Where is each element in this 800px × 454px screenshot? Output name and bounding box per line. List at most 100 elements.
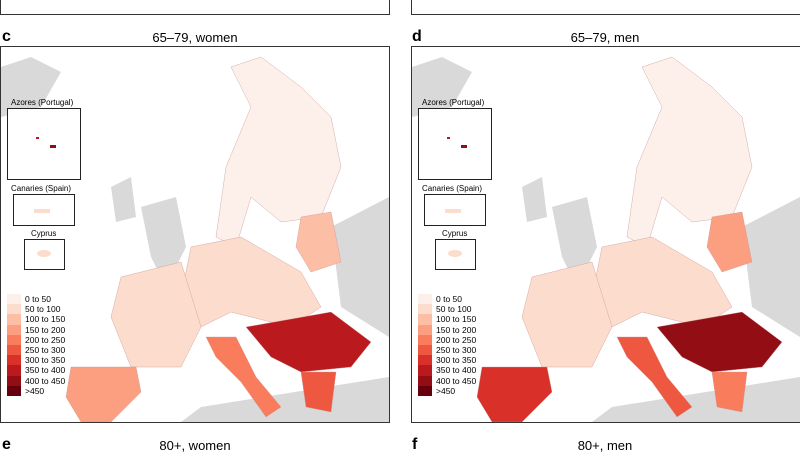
map-panel-c: Azores (Portugal) Canaries (Spain) Cypru… xyxy=(0,46,390,423)
legend-swatch xyxy=(7,294,21,305)
legend-item: 50 to 100 xyxy=(7,304,65,315)
legend-label: 350 to 400 xyxy=(436,365,477,376)
region-france xyxy=(521,261,613,368)
legend-item: 300 to 350 xyxy=(418,355,477,366)
legend-item: 250 to 300 xyxy=(418,344,477,356)
legend-item: 350 to 400 xyxy=(7,365,66,376)
legend-label: 50 to 100 xyxy=(25,304,61,315)
legend: 0 to 50 50 to 100 100 to 150 150 to 200 200 … xyxy=(418,294,476,396)
legend-item: 350 to 400 xyxy=(418,365,477,376)
legend-label: 400 to 450 xyxy=(25,375,66,386)
legend-item: 200 to 250 xyxy=(418,334,477,345)
region-baltic xyxy=(295,211,342,273)
legend-item: 250 to 300 xyxy=(7,344,66,356)
legend-label: 100 to 150 xyxy=(436,314,477,325)
inset-canaries xyxy=(13,194,75,226)
legend-swatch xyxy=(7,304,21,315)
legend-item: 50 to 100 xyxy=(418,304,476,315)
inset-label-canaries: Canaries (Spain) xyxy=(422,184,483,193)
legend-label: 0 to 50 xyxy=(436,294,462,305)
legend-swatch xyxy=(7,365,21,376)
legend-swatch xyxy=(418,304,432,315)
panel-title-d: 65–79, men xyxy=(570,30,640,45)
panel-b-bottom-edge xyxy=(411,0,800,15)
legend-label: 250 to 300 xyxy=(25,345,66,356)
legend-label: 400 to 450 xyxy=(436,375,477,386)
non-eu-land xyxy=(412,57,800,422)
legend-swatch xyxy=(418,324,432,335)
europe-map xyxy=(412,56,800,422)
region-italy xyxy=(616,336,693,418)
legend-swatch xyxy=(7,375,21,386)
legend-item: >450 xyxy=(418,385,476,396)
panel-letter-d: d xyxy=(412,28,422,45)
legend-item: >450 xyxy=(7,385,65,396)
legend: 0 to 50 50 to 100 100 to 150 150 to 200 200 … xyxy=(7,294,65,396)
legend-label: 200 to 250 xyxy=(436,334,477,345)
legend-label: 150 to 200 xyxy=(436,324,477,335)
map-panel-d: Azores (Portugal) Canaries (Spain) Cypru… xyxy=(411,46,800,423)
inset-label-azores: Azores (Portugal) xyxy=(11,98,74,107)
region-greece xyxy=(711,371,748,413)
panel-title-f: 80+, men xyxy=(577,438,633,453)
region-iberia xyxy=(476,366,553,422)
legend-label: 200 to 250 xyxy=(25,334,66,345)
legend-label: 250 to 300 xyxy=(436,345,477,356)
legend-swatch xyxy=(418,334,432,345)
inset-azores xyxy=(418,108,492,180)
inset-azores xyxy=(7,108,81,180)
region-iberia xyxy=(65,366,142,422)
legend-swatch xyxy=(7,344,21,356)
legend-item: 0 to 50 xyxy=(7,294,65,305)
legend-label: 0 to 50 xyxy=(25,294,51,305)
region-balkans xyxy=(245,311,372,373)
inset-label-canaries: Canaries (Spain) xyxy=(11,184,72,193)
legend-swatch xyxy=(418,375,432,386)
panel-a-bottom-edge xyxy=(0,0,390,15)
legend-item: 400 to 450 xyxy=(7,375,66,386)
region-italy xyxy=(205,336,282,418)
legend-label: 150 to 200 xyxy=(25,324,66,335)
inset-label-azores: Azores (Portugal) xyxy=(422,98,485,107)
panel-letter-c: c xyxy=(2,28,11,45)
legend-swatch xyxy=(418,294,432,305)
inset-canaries xyxy=(424,194,486,226)
legend-item: 200 to 250 xyxy=(7,334,66,345)
inset-cyprus xyxy=(435,239,476,270)
legend-item: 0 to 50 xyxy=(418,294,476,305)
legend-label: 350 to 400 xyxy=(25,365,66,376)
legend-label: >450 xyxy=(436,385,456,396)
region-nordic xyxy=(215,56,342,248)
legend-item: 300 to 350 xyxy=(7,355,66,366)
panel-title-e: 80+, women xyxy=(159,438,231,453)
legend-label: 100 to 150 xyxy=(25,314,66,325)
legend-swatch xyxy=(418,365,432,376)
legend-swatch xyxy=(7,334,21,345)
panel-letter-e: e xyxy=(2,436,11,453)
legend-swatch xyxy=(7,314,21,325)
legend-swatch xyxy=(418,355,432,366)
legend-item: 400 to 450 xyxy=(418,375,477,386)
non-eu-land xyxy=(1,57,389,422)
legend-item: 100 to 150 xyxy=(7,314,66,325)
inset-label-cyprus: Cyprus xyxy=(31,229,57,238)
legend-label: 50 to 100 xyxy=(436,304,472,315)
panel-title-c: 65–79, women xyxy=(152,30,238,45)
legend-label: >450 xyxy=(25,385,45,396)
legend-swatch xyxy=(418,344,432,356)
legend-item: 100 to 150 xyxy=(418,314,477,325)
inset-cyprus xyxy=(24,239,65,270)
legend-item: 150 to 200 xyxy=(7,324,66,335)
region-nordic xyxy=(626,56,753,248)
legend-swatch xyxy=(7,355,21,366)
europe-map xyxy=(1,56,389,422)
legend-item: 150 to 200 xyxy=(418,324,477,335)
legend-swatch xyxy=(418,314,432,325)
legend-swatch xyxy=(7,324,21,335)
inset-label-cyprus: Cyprus xyxy=(442,229,468,238)
region-baltic xyxy=(706,211,753,273)
legend-label: 300 to 350 xyxy=(436,355,477,366)
legend-label: 300 to 350 xyxy=(25,355,66,366)
legend-swatch xyxy=(7,385,21,396)
region-balkans xyxy=(656,311,783,373)
